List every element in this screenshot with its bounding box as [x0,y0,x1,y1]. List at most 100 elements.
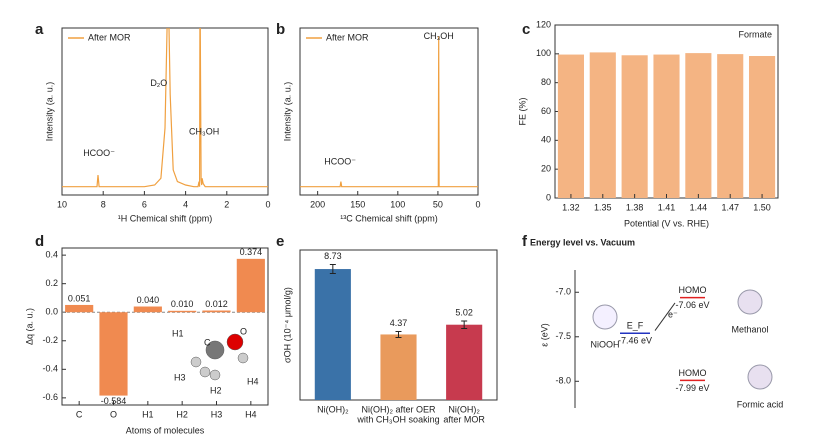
y-tick-label: -7.0 [555,287,571,297]
bar [236,258,265,313]
bar [749,55,776,198]
legend-label: After MOR [88,32,131,42]
y-tick-label: 20 [541,164,551,174]
x-tick-label: 2 [224,199,229,209]
x-tick-label: 1.41 [658,202,676,212]
level-value: -7.46 eV [618,336,652,346]
energy-title: Energy level vs. Vacuum [530,237,635,247]
value-label: 0.051 [68,293,91,303]
y-axis-title: FE (%) [517,97,527,125]
plot-frame [61,247,269,406]
y-tick-label: 40 [541,135,551,145]
spectrum-line [300,36,478,188]
x-tick-label: H4 [245,409,257,419]
x-tick-label: after MOR [443,414,485,424]
bar [168,310,197,313]
y-tick-label: 80 [541,77,551,87]
atom-label: H3 [174,372,186,382]
x-tick-label: 1.44 [690,202,708,212]
level-label: E_F [627,321,644,331]
atom-label: H1 [172,328,184,338]
bar [133,306,162,313]
y-tick-label: -0.6 [42,392,58,402]
value-label: 4.37 [390,318,408,328]
panel-label: b [276,21,285,38]
y-tick-label: 120 [536,19,551,29]
plot-frame [61,27,269,196]
species-label: Methanol [731,324,768,334]
value-label: 0.040 [137,295,160,305]
x-tick-label: H3 [211,409,223,419]
panel-label: c [522,21,530,38]
error-bar [461,320,468,329]
molecule-icon [747,364,773,390]
y-tick-label: -0.2 [42,335,58,345]
x-tick-label: 1.50 [753,202,771,212]
x-tick-label: 8 [101,199,106,209]
y-axis-title: ε (eV) [539,323,549,347]
panel-label: a [35,21,44,38]
x-tick-label: H1 [142,409,154,419]
x-tick-label: Ni(OH)₂ [448,404,480,414]
y-tick-label: 0.2 [45,278,58,288]
bar [314,269,351,400]
molecule-icon [737,289,763,315]
y-axis-title: Δq (a. u.) [24,308,34,345]
atom [190,356,202,368]
bar [202,310,231,313]
error-bar [329,264,336,275]
peak-annotation: HCOO⁻ [324,156,356,166]
x-tick-label: 1.38 [626,202,644,212]
x-tick-label: 0 [265,199,270,209]
atom [226,333,244,351]
y-tick-label: 100 [536,48,551,58]
x-tick-label: 1.47 [721,202,739,212]
value-label: 5.02 [455,307,473,317]
x-tick-label: 50 [433,199,443,209]
value-label: 0.010 [171,299,194,309]
molecule-icon [592,304,618,330]
y-tick-label: 60 [541,106,551,116]
x-tick-label: 150 [350,199,365,209]
atom [205,340,225,360]
y-axis-title: Intensity (a. u.) [282,82,292,142]
y-tick-label: 0.4 [45,250,58,260]
bar [380,334,417,400]
electron-arrow [654,302,676,331]
arrow-label: e⁻ [668,309,678,319]
atom [237,352,249,364]
x-tick-label: O [110,409,117,419]
x-tick-label: Ni(OH)₂ after OER [362,404,437,414]
y-tick-label: 0 [546,192,551,202]
x-axis-title: ¹H Chemical shift (ppm) [118,213,213,223]
spectrum-line [62,28,268,188]
level-label: HOMO [679,285,707,295]
bar [653,54,680,198]
panel-label: e [276,233,284,250]
bar [446,324,483,400]
bar [685,53,712,198]
x-tick-label: H2 [176,409,188,419]
species-label: NiOOH [591,339,620,349]
x-tick-label: 1.35 [594,202,612,212]
x-tick-label: 10 [57,199,67,209]
bar [717,54,744,198]
x-tick-label: 200 [310,199,325,209]
molecule [190,333,249,381]
level-value: -7.99 eV [675,383,709,393]
panel-label: f [522,233,528,250]
peak-annotation: CH₃OH [189,126,219,136]
y-axis-title: σOH (10⁻⁴ μmol/g) [282,287,292,363]
y-tick-label: -8.0 [555,376,571,386]
panel-label: d [35,233,44,250]
bar [557,54,584,198]
legend-label: After MOR [326,32,369,42]
peak-annotation: CH₃OH [424,31,454,41]
atom-label: H4 [247,376,259,386]
bar [65,304,94,313]
y-axis-title: Intensity (a. u.) [44,82,54,142]
peak-annotation: HCOO⁻ [83,148,115,158]
species-label: Formic acid [737,399,784,409]
y-tick-label: -7.5 [555,331,571,341]
